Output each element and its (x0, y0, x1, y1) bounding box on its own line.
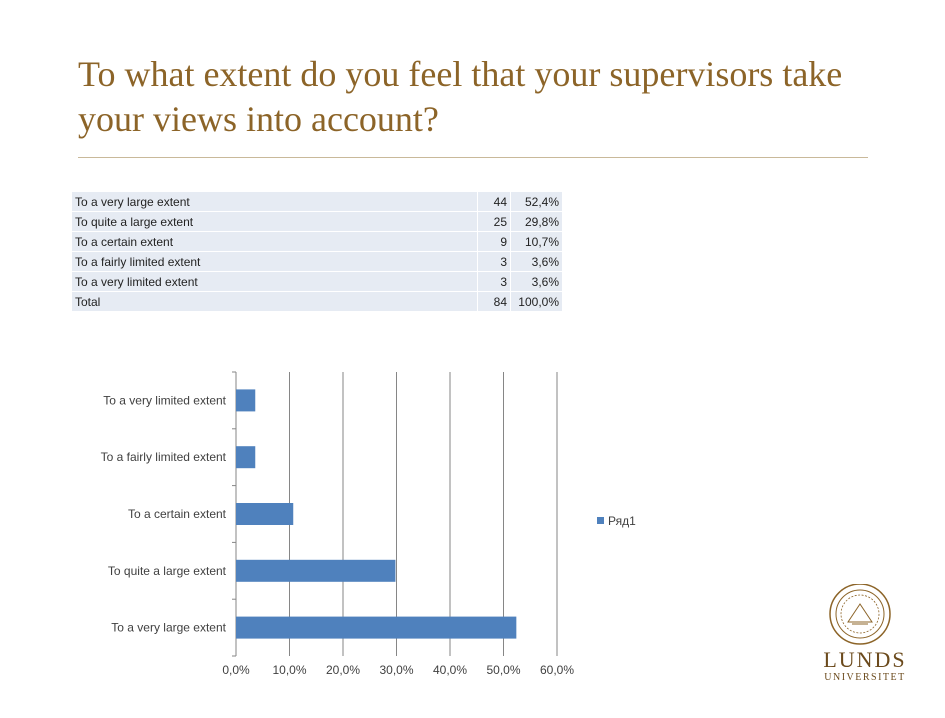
table-cell-label: To quite a large extent (72, 211, 478, 232)
bar (236, 503, 294, 525)
y-tick-label: To a very large extent (111, 621, 226, 635)
table-cell-count: 3 (477, 251, 511, 272)
table-cell-count: 25 (477, 211, 511, 232)
y-tick-label: To a fairly limited extent (101, 450, 227, 464)
table-row: To quite a large extent 25 29,8% (72, 211, 562, 232)
title-divider (78, 157, 868, 158)
table-cell-count: 3 (477, 271, 511, 292)
table-cell-count: 44 (477, 192, 511, 212)
table-cell-percent: 10,7% (510, 231, 562, 252)
table-row: To a very large extent 44 52,4% (72, 192, 562, 212)
table-row: To a fairly limited extent 3 3,6% (72, 251, 562, 272)
bar (236, 559, 396, 582)
x-tick-label: 30,0% (379, 663, 413, 677)
university-wordmark: LUNDS UNIVERSITET (820, 648, 910, 684)
x-tick-label: 10,0% (272, 663, 306, 677)
slide-title: To what extent do you feel that your sup… (78, 54, 843, 139)
table-cell-label: To a certain extent (72, 231, 478, 252)
bar (236, 389, 256, 412)
table-cell-percent: 3,6% (510, 251, 562, 272)
table-cell-percent: 100,0% (510, 291, 562, 312)
legend-swatch (597, 517, 604, 524)
table-row: Total 84 100,0% (72, 291, 562, 312)
wordmark-line2: UNIVERSITET (824, 672, 906, 683)
university-seal-icon (829, 584, 891, 645)
x-tick-label: 0,0% (222, 663, 250, 677)
x-tick-label: 60,0% (540, 663, 574, 677)
table-cell-label: To a fairly limited extent (72, 251, 478, 272)
table-cell-percent: 3,6% (510, 271, 562, 292)
table-cell-percent: 29,8% (510, 211, 562, 232)
table-cell-label: Total (72, 291, 478, 312)
table-cell-percent: 52,4% (510, 192, 562, 212)
table-cell-label: To a very limited extent (72, 271, 478, 292)
table-cell-count: 84 (477, 291, 511, 312)
table-cell-label: To a very large extent (72, 192, 478, 212)
table-cell-count: 9 (477, 231, 511, 252)
bar (236, 446, 256, 469)
y-tick-label: To a certain extent (128, 507, 227, 521)
y-tick-label: To a very limited extent (103, 393, 226, 407)
table-row: To a very limited extent 3 3,6% (72, 271, 562, 292)
frequency-table: To a very large extent 44 52,4% To quite a … (72, 192, 562, 312)
legend-label: Ряд1 (608, 514, 636, 528)
y-tick-label: To quite a large extent (108, 564, 227, 578)
wordmark-line1: LUNDS (823, 647, 907, 672)
x-tick-label: 40,0% (433, 663, 467, 677)
x-tick-label: 20,0% (326, 663, 360, 677)
bar (236, 616, 517, 639)
table-row: To a certain extent 9 10,7% (72, 231, 562, 252)
x-tick-label: 50,0% (486, 663, 520, 677)
